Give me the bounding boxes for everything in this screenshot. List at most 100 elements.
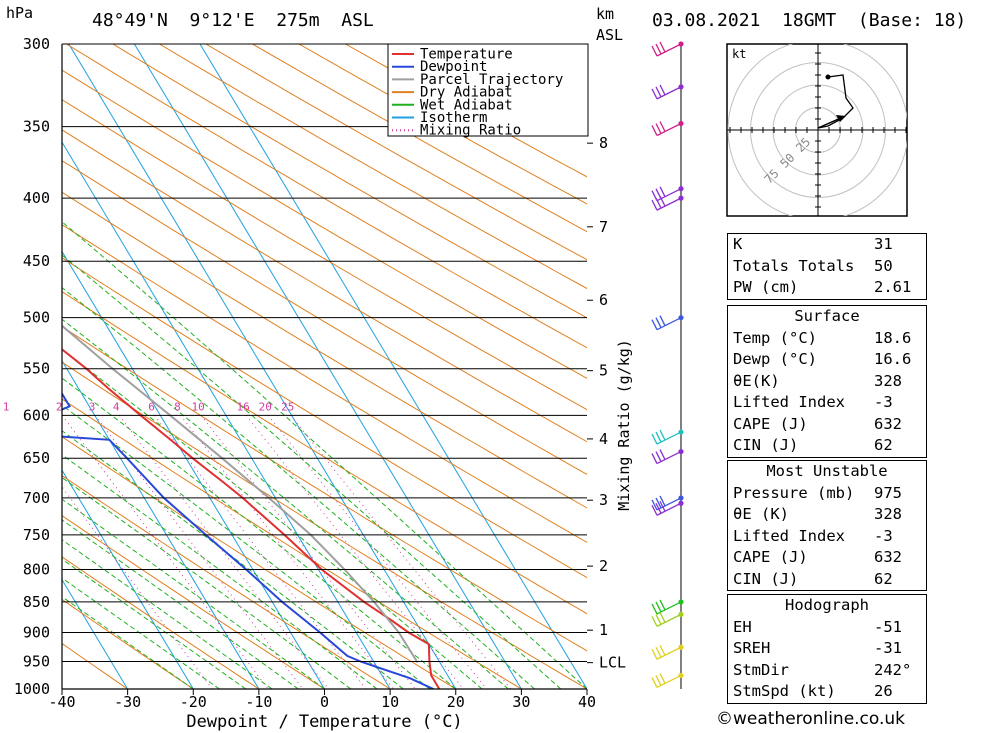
x-tick-label: 40 xyxy=(578,693,596,711)
km-unit-label: km xyxy=(596,5,615,23)
dry-adiabat-line xyxy=(62,398,522,689)
dry-adiabat-line xyxy=(62,361,587,689)
table-row: Lifted Index -3 xyxy=(728,392,926,414)
table-title: Hodograph xyxy=(785,596,869,614)
index-value: -31 xyxy=(874,639,902,657)
wet-adiabat-line xyxy=(62,596,194,689)
table-row: θE (K) 328 xyxy=(728,504,926,526)
dry-adiabat-line xyxy=(62,642,128,689)
index-label: Dewp (°C) xyxy=(733,350,817,368)
mixing-ratio-line xyxy=(94,414,304,689)
dewpoint-line xyxy=(62,391,434,689)
index-value: 18.6 xyxy=(874,328,912,347)
index-value: 62 xyxy=(874,569,893,588)
index-label: θE(K) xyxy=(733,371,780,390)
mixing-ratio-line xyxy=(180,414,394,689)
x-tick-label: 10 xyxy=(381,693,399,711)
wind-barb-flag xyxy=(651,616,658,627)
wind-barb xyxy=(651,672,684,689)
wind-barb-flag xyxy=(651,603,658,615)
wind-barb xyxy=(651,195,684,211)
dry-adiabat-line xyxy=(205,44,587,261)
km-tick-label: 7 xyxy=(599,218,608,236)
mixing-ratio-label: 10 xyxy=(192,400,205,413)
index-value: 328 xyxy=(874,371,902,390)
dry-adiabat-line xyxy=(62,475,391,689)
mixing-ratio-label: 16 xyxy=(237,400,250,413)
wind-barb xyxy=(651,41,684,57)
wet-adiabat-line xyxy=(62,558,247,689)
wind-barb xyxy=(651,495,684,511)
wind-barb-flag xyxy=(659,84,666,96)
hodograph-end-dot xyxy=(825,74,831,80)
wind-barb xyxy=(651,84,684,100)
pressure-tick-label: 800 xyxy=(23,560,50,578)
dry-adiabat-line xyxy=(62,69,587,379)
dry-adiabat-line xyxy=(62,598,194,689)
dry-adiabat-line xyxy=(62,99,587,411)
dry-adiabat-line xyxy=(62,257,587,579)
wind-barb-flag xyxy=(655,502,662,514)
asl-unit-label: ASL xyxy=(596,26,624,44)
table-row: StmSpd (kt) 26 xyxy=(728,681,926,703)
wet-adiabat-line xyxy=(62,348,483,689)
wet-adiabat-line xyxy=(62,430,404,689)
wind-barb-flag xyxy=(651,499,658,511)
wind-barb-flag xyxy=(655,451,662,462)
index-value: -3 xyxy=(874,393,893,411)
wind-barb-flag xyxy=(651,504,658,516)
wind-barb-flag xyxy=(655,431,662,443)
wind-barb-flag xyxy=(655,646,662,658)
wind-barb xyxy=(651,500,684,516)
pressure-tick-label: 1000 xyxy=(14,680,50,698)
wind-barb-dot xyxy=(678,195,684,201)
mixing-ratio-line xyxy=(118,414,329,689)
pressure-tick-label: 700 xyxy=(23,489,50,507)
table-row: PW (cm) 2.61 xyxy=(728,277,926,299)
isotherm-line xyxy=(62,469,194,689)
wind-barb-flag xyxy=(651,199,658,211)
wet-adiabat-line xyxy=(62,539,273,689)
table-row: CAPE (J) 632 xyxy=(728,547,926,569)
wind-barb-flag xyxy=(655,197,662,209)
dry-adiabat-line xyxy=(62,129,587,443)
wind-barb-flag xyxy=(655,675,662,686)
table-row: K 31 xyxy=(728,234,926,256)
index-label: StmDir xyxy=(733,660,789,679)
wind-barb-flag xyxy=(651,88,658,100)
index-value: 16.6 xyxy=(874,350,912,368)
index-label: SREH xyxy=(733,639,771,657)
index-value: 632 xyxy=(874,414,902,433)
legend-label: Temperature xyxy=(420,47,513,63)
table-row: Totals Totals 50 xyxy=(728,256,926,278)
index-label: CAPE (J) xyxy=(733,414,808,433)
wind-barb-flag xyxy=(659,495,666,507)
wind-barb-flag xyxy=(659,429,666,441)
x-tick-label: -20 xyxy=(180,693,207,711)
legend-label: Isotherm xyxy=(420,110,487,126)
index-label: CIN (J) xyxy=(733,436,799,454)
table-row: θE(K) 328 xyxy=(728,371,926,393)
x-tick-label: 0 xyxy=(320,693,329,711)
wet-adiabat-line xyxy=(62,577,220,689)
wind-barb xyxy=(651,315,684,331)
index-label: Lifted Index xyxy=(733,393,845,411)
wind-barb-flag xyxy=(651,453,658,464)
km-tick-label: LCL xyxy=(599,654,626,672)
wind-barb-flag xyxy=(659,41,666,53)
km-tick-label: 1 xyxy=(599,621,608,639)
index-value: 2.61 xyxy=(874,278,912,296)
index-label: K xyxy=(733,235,743,253)
pressure-tick-label: 500 xyxy=(23,309,50,327)
pressure-tick-label: 450 xyxy=(23,252,50,270)
most-unstable-table: Most Unstable Pressure (mb) 975 θE (K) 328 Li… xyxy=(727,460,927,591)
mixing-ratio-label: 1 xyxy=(3,400,10,413)
wind-barb-flag xyxy=(655,86,662,98)
index-value: 242° xyxy=(874,660,912,679)
wind-barb-flag xyxy=(659,121,666,132)
wind-barb-flag xyxy=(659,673,666,684)
table-row: CIN (J) 62 xyxy=(728,435,926,457)
hodograph-trace xyxy=(817,74,854,129)
general-indices-table: K 31 Totals Totals 50 PW (cm) 2.61 xyxy=(727,233,927,300)
